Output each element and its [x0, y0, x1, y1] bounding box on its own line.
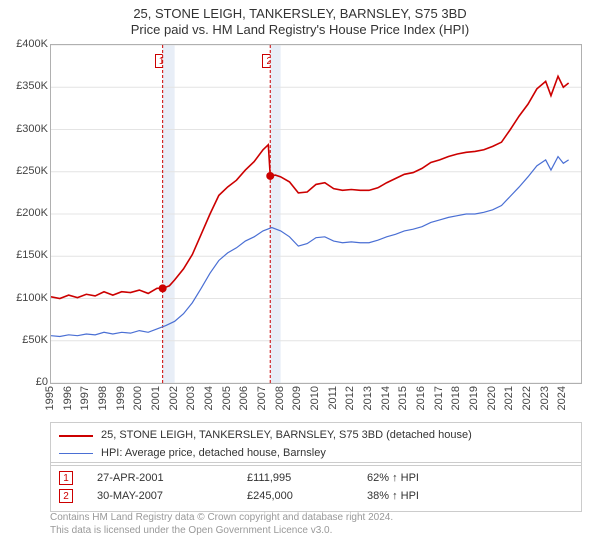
footer: Contains HM Land Registry data © Crown c…	[50, 512, 582, 537]
title-line-1: 25, STONE LEIGH, TANKERSLEY, BARNSLEY, S…	[0, 6, 600, 22]
x-tick-label: 2015	[397, 386, 409, 410]
x-tick-label: 2020	[486, 386, 498, 410]
y-tick-label: £200K	[0, 207, 48, 219]
x-tick-label: 2005	[221, 386, 233, 410]
plot-area	[50, 44, 582, 384]
y-tick-label: £250K	[0, 165, 48, 177]
marker-pct: 62% ↑ HPI	[367, 472, 467, 484]
legend-label: HPI: Average price, detached house, Barn…	[101, 446, 326, 462]
footer-line-1: Contains HM Land Registry data © Crown c…	[50, 512, 582, 525]
marker-date: 30-MAY-2007	[97, 490, 247, 502]
marker-price: £111,995	[247, 472, 367, 484]
x-tick-label: 2004	[203, 386, 215, 410]
x-tick-label: 2013	[362, 386, 374, 410]
x-tick-label: 2018	[450, 386, 462, 410]
x-tick-label: 1998	[97, 386, 109, 410]
x-tick-label: 1995	[44, 386, 56, 410]
marker-table-row: 1 27-APR-2001£111,99562% ↑ HPI	[59, 469, 573, 487]
marker-table: 1 27-APR-2001£111,99562% ↑ HPI 2 30-MAY-200…	[50, 462, 582, 512]
x-tick-label: 2001	[150, 386, 162, 410]
legend-box: 25, STONE LEIGH, TANKERSLEY, BARNSLEY, S…	[50, 422, 582, 466]
y-tick-label: £400K	[0, 38, 48, 50]
y-tick-label: £300K	[0, 123, 48, 135]
x-tick-label: 2022	[521, 386, 533, 410]
x-tick-label: 2011	[327, 386, 339, 410]
marker-number-box: 1	[59, 471, 73, 485]
x-tick-label: 2006	[238, 386, 250, 410]
chart-svg	[51, 45, 581, 383]
x-tick-label: 2017	[433, 386, 445, 410]
title-line-2: Price paid vs. HM Land Registry's House …	[0, 22, 600, 38]
x-tick-label: 2021	[503, 386, 515, 410]
y-tick-label: £100K	[0, 292, 48, 304]
marker-table-row: 2 30-MAY-2007£245,00038% ↑ HPI	[59, 487, 573, 505]
y-tick-label: £350K	[0, 80, 48, 92]
footer-line-2: This data is licensed under the Open Gov…	[50, 525, 582, 538]
x-tick-label: 2010	[309, 386, 321, 410]
x-tick-label: 1997	[79, 386, 91, 410]
x-tick-label: 2012	[344, 386, 356, 410]
title-block: 25, STONE LEIGH, TANKERSLEY, BARNSLEY, S…	[0, 0, 600, 37]
x-tick-label: 1999	[115, 386, 127, 410]
x-tick-label: 2024	[556, 386, 568, 410]
y-tick-label: £0	[0, 376, 48, 388]
x-tick-label: 2019	[468, 386, 480, 410]
legend-label: 25, STONE LEIGH, TANKERSLEY, BARNSLEY, S…	[101, 428, 472, 444]
x-tick-label: 2008	[274, 386, 286, 410]
marker-price: £245,000	[247, 490, 367, 502]
y-tick-label: £150K	[0, 249, 48, 261]
legend-row: HPI: Average price, detached house, Barn…	[59, 445, 573, 463]
y-tick-label: £50K	[0, 334, 48, 346]
chart-container: { "title_line1": "25, STONE LEIGH, TANKE…	[0, 0, 600, 560]
x-tick-label: 1996	[62, 386, 74, 410]
x-tick-label: 2016	[415, 386, 427, 410]
marker-date: 27-APR-2001	[97, 472, 247, 484]
x-tick-label: 2009	[291, 386, 303, 410]
legend-row: 25, STONE LEIGH, TANKERSLEY, BARNSLEY, S…	[59, 427, 573, 445]
x-tick-label: 2003	[185, 386, 197, 410]
x-tick-label: 2023	[539, 386, 551, 410]
marker-pct: 38% ↑ HPI	[367, 490, 467, 502]
x-tick-label: 2000	[132, 386, 144, 410]
x-tick-label: 2007	[256, 386, 268, 410]
marker-number-box: 2	[59, 489, 73, 503]
x-tick-label: 2014	[380, 386, 392, 410]
x-tick-label: 2002	[168, 386, 180, 410]
legend-swatch	[59, 453, 93, 454]
legend-swatch	[59, 435, 93, 437]
